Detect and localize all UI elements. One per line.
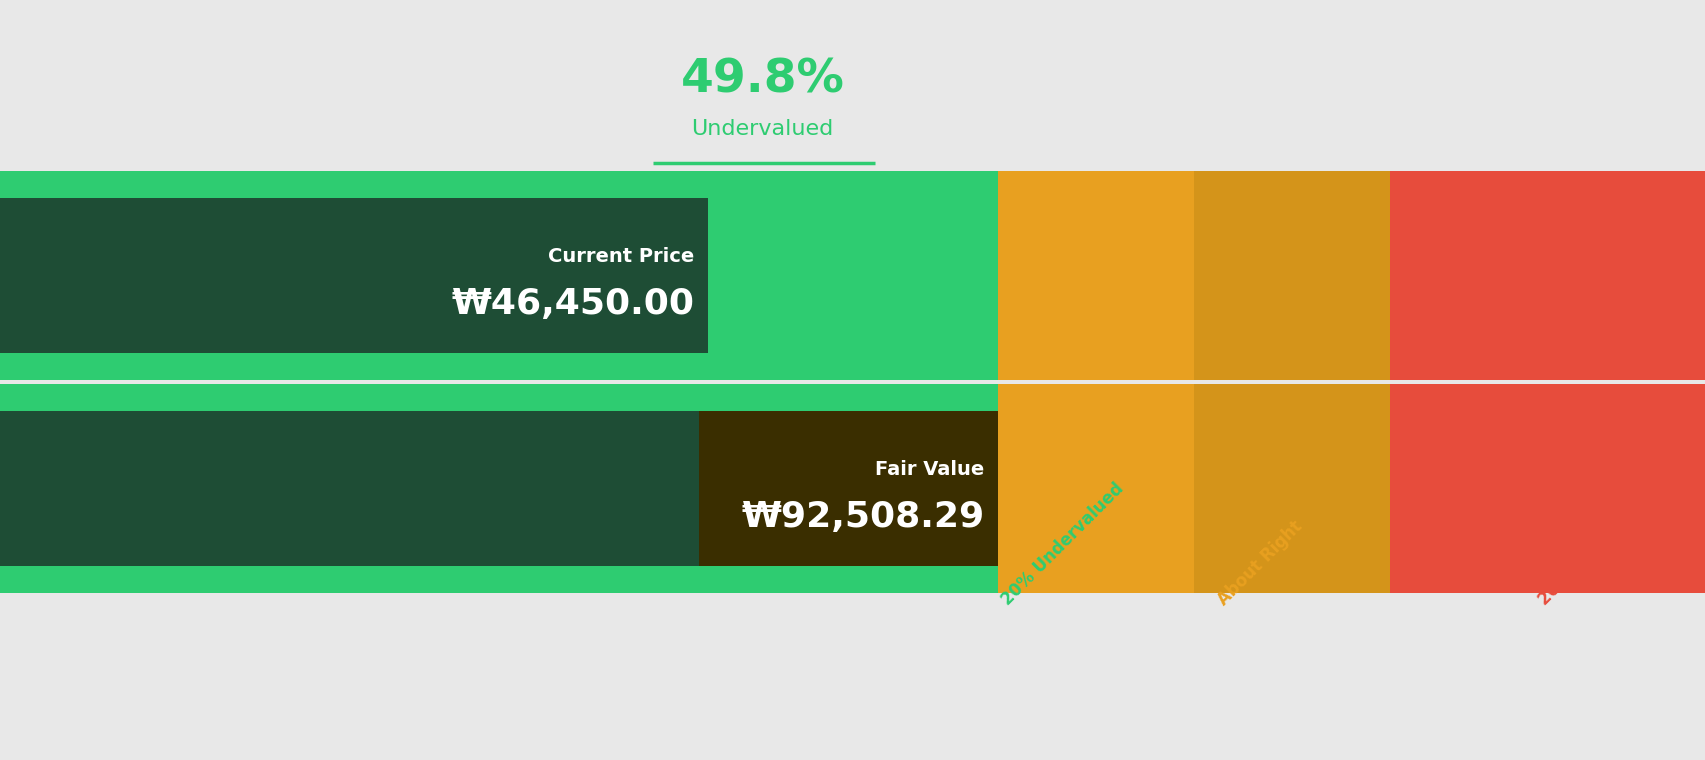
Bar — [1194, 384, 1390, 593]
Text: 20% Overvalued: 20% Overvalued — [1534, 489, 1656, 610]
Bar — [0, 384, 997, 593]
Bar — [0, 411, 997, 565]
Text: ₩92,508.29: ₩92,508.29 — [740, 500, 984, 534]
Text: 49.8%: 49.8% — [680, 57, 844, 103]
Bar — [1194, 171, 1390, 380]
Text: ₩46,450.00: ₩46,450.00 — [452, 287, 694, 321]
Bar — [0, 198, 708, 353]
Text: Undervalued: Undervalued — [691, 119, 834, 139]
Bar — [0, 171, 997, 380]
Bar — [997, 171, 1194, 380]
Bar — [1390, 384, 1705, 593]
Text: Current Price: Current Price — [547, 247, 694, 266]
Bar — [997, 384, 1194, 593]
Bar — [1390, 171, 1705, 380]
Bar — [699, 411, 997, 565]
Text: About Right: About Right — [1214, 518, 1306, 610]
Text: Fair Value: Fair Value — [875, 460, 984, 479]
Text: 20% Undervalued: 20% Undervalued — [997, 480, 1127, 610]
